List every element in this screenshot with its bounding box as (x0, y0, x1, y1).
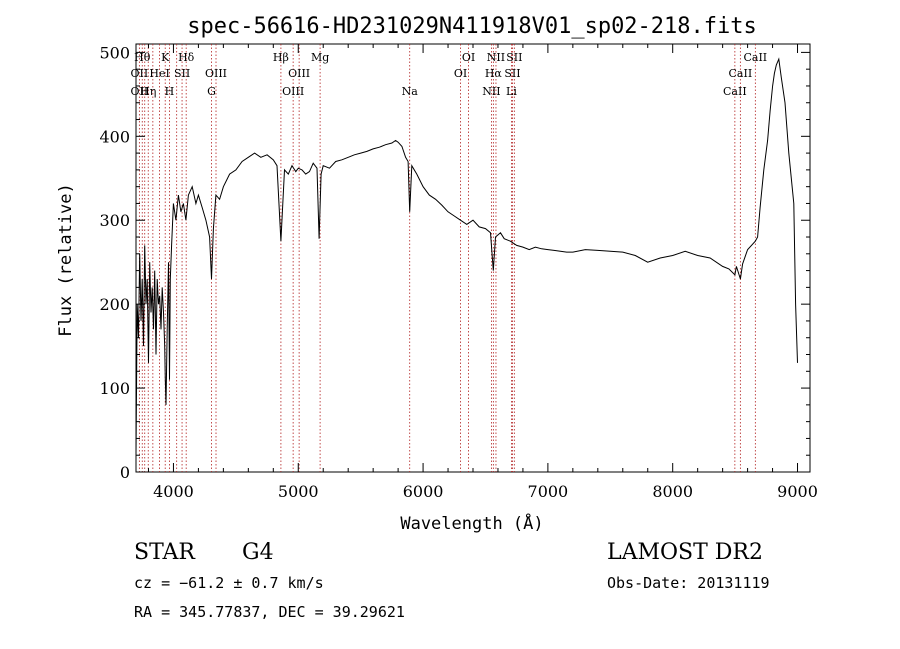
spectral-line-label: Na (402, 85, 419, 98)
y-tick-label: 0 (120, 463, 130, 482)
spectral-line-label: Hδ (178, 51, 195, 64)
y-tick-label: 300 (99, 211, 130, 230)
ra-dec: RA = 345.77837, DEC = 39.29621 (134, 603, 405, 621)
x-tick-label: 8000 (652, 482, 693, 501)
x-tick-label: 7000 (528, 482, 569, 501)
spectrum-series-line (135, 57, 798, 456)
spectral-line-label: Li (506, 85, 517, 98)
spectral-line-label: NII (487, 51, 505, 64)
x-tick-label: 6000 (403, 482, 444, 501)
spectral-line-label: NII (482, 85, 500, 98)
y-tick-label: 400 (99, 127, 130, 146)
y-tick-label: 500 (99, 43, 130, 62)
spectral-line-label: CaII (723, 85, 747, 98)
spectral-line-label: SII (174, 67, 190, 80)
spectral-line-label: CaII (729, 67, 753, 80)
spectral-line-label: Hα (485, 67, 503, 80)
spectral-line-label: Hη (140, 85, 156, 98)
obs-date: Obs-Date: 20131119 (607, 574, 770, 592)
y-tick-label: 200 (99, 295, 130, 314)
object-subclass: G4 (242, 540, 274, 565)
chart-title: spec-56616-HD231029N411918V01_sp02-218.f… (187, 14, 757, 39)
spectral-line-label: H (165, 85, 175, 98)
spectral-line-label: SII (504, 67, 520, 80)
x-tick-label: 4000 (153, 482, 194, 501)
spectral-line-label: OII (131, 67, 149, 80)
spectral-line-label: Hθ (134, 51, 151, 64)
survey-name: LAMOST DR2 (607, 540, 763, 565)
x-axis-label: Wavelength (Å) (400, 512, 543, 534)
spectral-line-label: OI (454, 67, 467, 80)
spectral-line-label: G (207, 85, 216, 98)
x-tick-label: 5000 (278, 482, 319, 501)
object-class: STAR (134, 540, 195, 565)
y-tick-label: 100 (99, 379, 130, 398)
spectral-line-label: OIII (288, 67, 310, 80)
spectral-line-label: OIII (205, 67, 227, 80)
spectral-line-label: Hβ (273, 51, 289, 64)
spectral-line-label: SII (506, 51, 522, 64)
spectral-line-label: HeI (149, 67, 169, 80)
x-tick-label: 9000 (777, 482, 818, 501)
spectral-line-label: OII (131, 85, 149, 98)
spectral-line-label: OI (462, 51, 475, 64)
spectral-line-label: OIII (282, 85, 304, 98)
y-axis-label: Flux (relative) (56, 183, 76, 337)
spectral-line-label: Mg (311, 51, 329, 64)
spectral-line-label: K (161, 51, 170, 64)
redshift-cz: cz = −61.2 ± 0.7 km/s (134, 574, 324, 592)
spectral-line-label: CaII (743, 51, 767, 64)
